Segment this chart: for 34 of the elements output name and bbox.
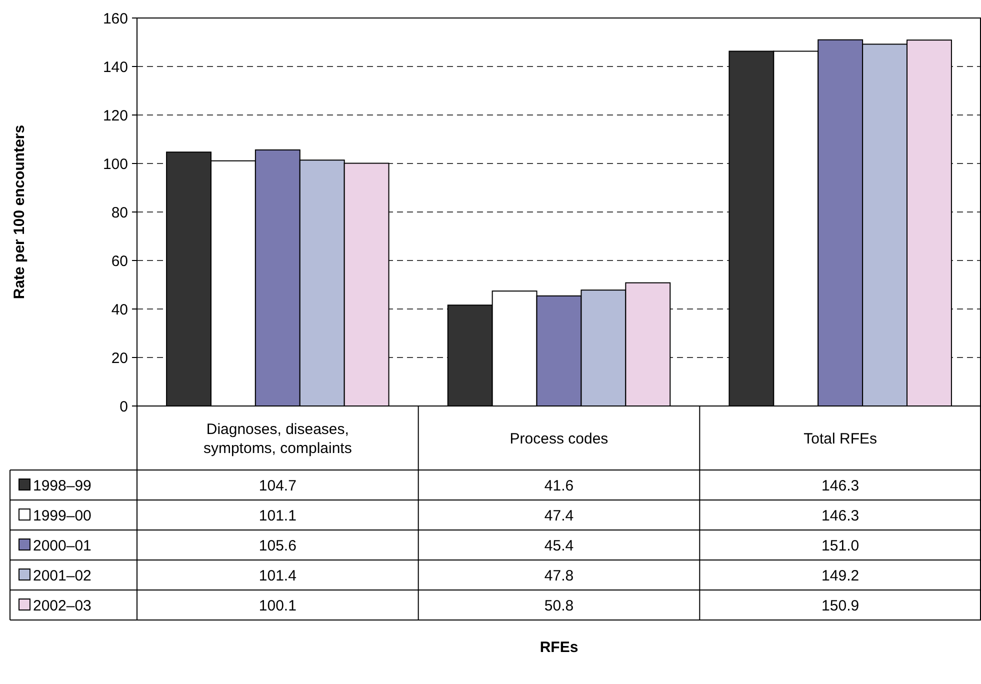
y-tick-label: 80 [111, 204, 128, 222]
y-tick-label: 160 [102, 10, 128, 28]
x-tick-label: Process codes [510, 430, 608, 448]
text: RFEs [540, 639, 578, 656]
data-label: 151.0 [822, 537, 860, 554]
legend-label: 2000–01 [33, 537, 92, 554]
data-label: 50.8 [544, 597, 574, 614]
y-tick-label: 100 [102, 156, 128, 173]
y-tick-label: 20 [111, 350, 128, 367]
legend-label: 2002–03 [33, 597, 92, 614]
y-tick-label: 0 [120, 398, 128, 416]
y-axis-title: Rate per 100 encounters [11, 124, 28, 300]
data-label: 104.7 [258, 477, 296, 494]
data-label: 47.8 [544, 567, 574, 584]
data-label: 149.2 [822, 567, 860, 584]
y-tick-label: 120 [102, 107, 128, 124]
data-label: 146.3 [822, 477, 860, 494]
data-label: 146.3 [822, 507, 860, 524]
legend-label: 1998–99 [33, 477, 92, 494]
legend-label: 2001–02 [33, 567, 92, 584]
data-label: 45.4 [544, 537, 574, 554]
x-tick-label: Total RFEs [804, 430, 878, 448]
data-label: 101.4 [258, 567, 296, 584]
data-label: 150.9 [822, 597, 860, 614]
data-label: 41.6 [544, 477, 574, 494]
data-label: 105.6 [258, 537, 296, 554]
data-label: 100.1 [258, 597, 296, 614]
data-label: 47.4 [544, 507, 574, 524]
y-tick-label: 40 [111, 301, 128, 318]
data-label: 101.1 [258, 507, 296, 524]
legend-label: 1999–00 [33, 507, 92, 524]
y-tick-label: 60 [111, 252, 128, 270]
y-tick-label: 140 [102, 58, 128, 76]
x-tick-label: Diagnoses, diseases, symptoms, complaints [203, 420, 352, 457]
